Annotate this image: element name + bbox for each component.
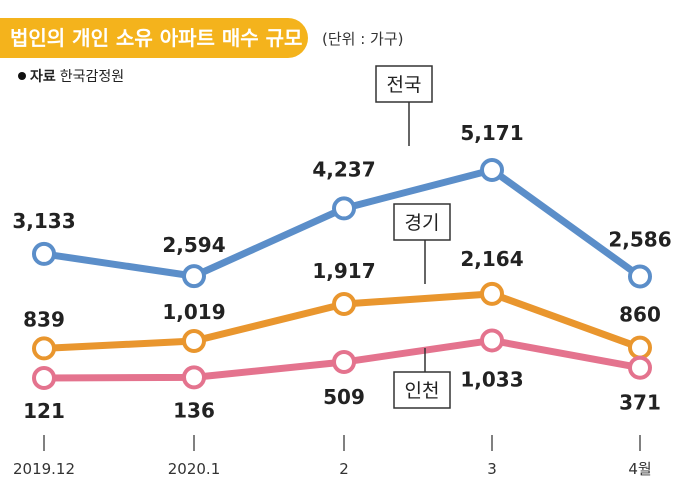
data-label: 5,171 <box>460 121 523 145</box>
data-point <box>182 329 206 354</box>
series-name-label: 인천 <box>405 380 440 402</box>
callout-box <box>393 371 451 409</box>
data-label: 2,164 <box>460 247 523 271</box>
data-point <box>182 264 206 289</box>
callout-box <box>375 65 433 103</box>
data-label: 860 <box>619 303 661 327</box>
data-label: 1,917 <box>312 259 375 283</box>
data-label: 2,586 <box>608 227 671 251</box>
source-label: 자료 <box>30 69 56 85</box>
chart-title: 법인의 개인 소유 아파트 매수 규모 <box>10 26 303 50</box>
data-label: 3,133 <box>12 209 75 233</box>
series-name-label: 전국 <box>387 74 422 96</box>
source-note: 자료 한국감정원 <box>18 66 124 86</box>
data-label: 136 <box>173 398 215 422</box>
data-point <box>32 366 56 391</box>
data-point <box>480 281 504 306</box>
data-label: 509 <box>323 385 365 409</box>
data-label: 371 <box>619 391 661 415</box>
callout-box <box>393 203 451 241</box>
data-point <box>628 355 652 380</box>
data-point <box>480 157 504 182</box>
source-text: 한국감정원 <box>59 69 125 85</box>
x-tick-label: 3 <box>487 460 497 478</box>
data-point <box>332 350 356 375</box>
data-point <box>32 241 56 266</box>
title-banner: 법인의 개인 소유 아파트 매수 규모 <box>0 18 308 58</box>
x-tick-label: 2019.12 <box>13 460 75 478</box>
x-tick-label: 2020.1 <box>168 460 221 478</box>
data-point <box>332 196 356 221</box>
data-point <box>332 292 356 317</box>
bullet-dot-icon <box>18 72 26 80</box>
series-name-label: 경기 <box>405 212 440 234</box>
data-label: 4,237 <box>312 157 375 181</box>
data-point <box>480 328 504 353</box>
data-label: 2,594 <box>162 233 225 257</box>
data-point <box>32 336 56 361</box>
data-label: 1,019 <box>162 300 225 324</box>
data-label: 121 <box>23 399 65 423</box>
data-point <box>628 335 652 360</box>
data-label: 839 <box>23 307 65 331</box>
x-tick-label: 4월 <box>628 460 651 478</box>
data-label: 1,033 <box>460 367 523 391</box>
data-point <box>182 365 206 390</box>
unit-label: (단위 : 가구) <box>322 30 404 48</box>
x-tick-label: 2 <box>339 460 349 478</box>
data-point <box>628 264 652 289</box>
